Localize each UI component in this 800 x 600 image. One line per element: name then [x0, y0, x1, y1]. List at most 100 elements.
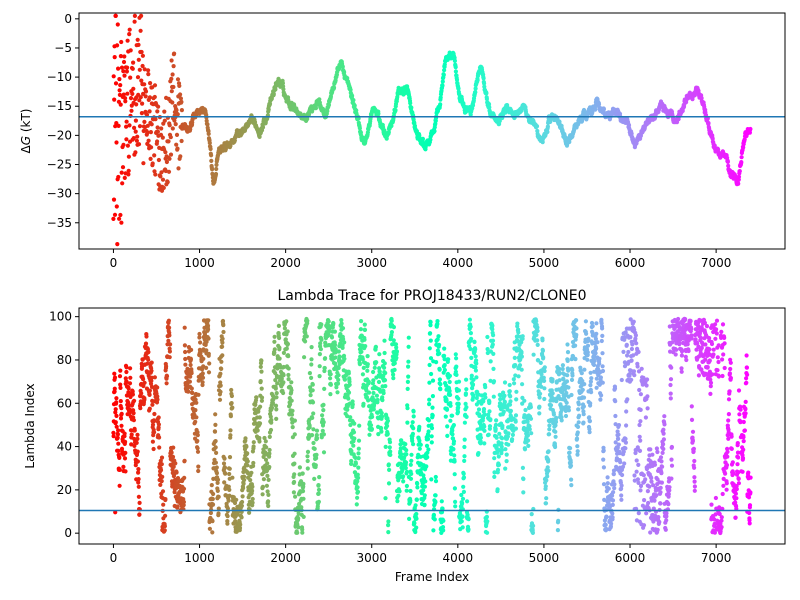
lambda-point [492, 456, 497, 461]
lambda-point [490, 323, 495, 328]
lambda-point [383, 370, 388, 376]
dg-point [271, 91, 276, 97]
lambda-point [430, 394, 435, 399]
dg-point [122, 54, 127, 59]
dg-point [125, 38, 130, 43]
lambda-point [112, 371, 117, 376]
lambda-point [217, 397, 223, 402]
lambda-point [417, 446, 422, 451]
dg-point [207, 140, 212, 146]
dg-point [112, 55, 117, 60]
dg-point [169, 58, 174, 63]
dg-point [148, 156, 153, 161]
lambda-point [160, 489, 166, 494]
lambda-point [183, 362, 188, 367]
lambda-point [441, 528, 446, 533]
lambda-point [311, 427, 316, 432]
lambda-point [392, 361, 397, 366]
dg-point [142, 82, 147, 87]
lambda-point [503, 447, 508, 452]
lambda-point [362, 337, 367, 342]
dg-point [153, 172, 158, 177]
lambda-point [230, 475, 235, 480]
lambda-point [267, 447, 272, 453]
dg-point [158, 174, 163, 179]
lambda-point [135, 449, 140, 454]
lambda-point [382, 338, 387, 343]
dg-point [144, 112, 150, 117]
lambda-point [118, 399, 123, 404]
lambda-point [359, 319, 364, 324]
dg-point [152, 94, 157, 100]
lambda-point [249, 470, 254, 475]
lambda-point [411, 442, 416, 447]
lambda-point [406, 335, 411, 340]
lambda-point [352, 421, 357, 426]
lambda-point [468, 346, 473, 352]
lambda-point [367, 432, 372, 437]
dg-axes: 0 1000 2000 3000 4000 5000 6000 7000 −35−30−25−… [19, 12, 786, 270]
lambda-point [485, 530, 490, 535]
lambda-point [314, 452, 319, 457]
lambda-point [346, 371, 351, 376]
lambda-point [117, 374, 123, 379]
lambda-point [462, 437, 467, 442]
lambda-point [317, 364, 322, 369]
lambda-point [244, 444, 249, 449]
dg-point [134, 102, 139, 107]
lambda-point [535, 342, 540, 347]
lambda-point [213, 439, 218, 444]
lambda-point [508, 408, 513, 413]
lambda-point [526, 443, 531, 448]
dg-point [534, 124, 540, 129]
dg-point [117, 88, 122, 93]
dg-point [438, 95, 443, 100]
lambda-point [162, 528, 167, 533]
dg-point [136, 142, 142, 147]
dg-point [428, 137, 433, 142]
dg-point [148, 130, 153, 135]
lambda-point [250, 500, 255, 505]
lambda-point [409, 458, 414, 463]
dg-point [737, 169, 742, 174]
lambda-point [519, 349, 524, 355]
lambda-point [223, 471, 228, 476]
lambda-point [289, 398, 294, 403]
lambda-point [316, 491, 321, 496]
dg-point [174, 108, 179, 113]
dg-point [125, 91, 130, 96]
lambda-point [312, 476, 317, 481]
dg-point [127, 31, 132, 37]
lambda-point [468, 324, 473, 329]
dg-point [146, 68, 151, 73]
lambda-point [519, 367, 524, 372]
dg-point [178, 92, 183, 97]
lambda-point [463, 391, 468, 396]
lambda-point [430, 378, 436, 383]
lambda-point [123, 450, 128, 455]
lambda-point [328, 382, 333, 387]
lambda-point [219, 359, 224, 364]
dg-point [121, 59, 127, 65]
dg-point [131, 60, 136, 65]
lambda-point [251, 460, 256, 466]
lambda-point [229, 387, 234, 393]
dg-point [117, 216, 122, 221]
lambda-point [258, 404, 263, 409]
lambda-point [467, 317, 472, 322]
lambda-point [114, 424, 119, 429]
dg-ylabel-unit: (kT) [19, 109, 33, 136]
lambda-point [332, 329, 337, 334]
lambda-point [286, 354, 291, 359]
lambda-point [316, 483, 321, 488]
lambda-point [135, 432, 140, 437]
lambda-point [321, 402, 326, 407]
lambda-point [363, 344, 368, 349]
lambda-point [513, 413, 519, 418]
lambda-point [292, 461, 297, 466]
lambda-point [113, 420, 118, 425]
lambda-point [474, 361, 479, 366]
lambda-point [454, 356, 459, 361]
lambda-point [292, 472, 297, 477]
dg-point [376, 111, 381, 116]
